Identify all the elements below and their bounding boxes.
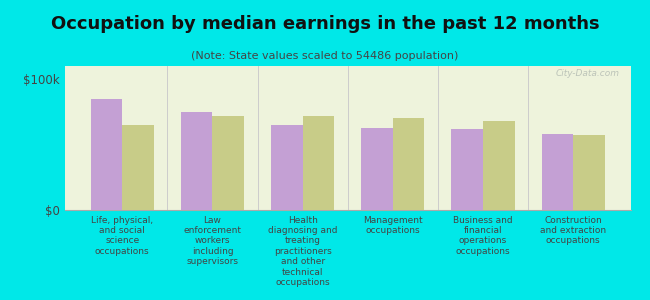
Bar bbox=[361, 128, 393, 210]
Text: (Note: State values scaled to 54486 population): (Note: State values scaled to 54486 popu… bbox=[191, 51, 459, 61]
Bar bbox=[483, 121, 515, 210]
Bar bbox=[452, 129, 483, 210]
Bar bbox=[181, 112, 213, 210]
Bar bbox=[541, 134, 573, 210]
Bar bbox=[91, 99, 122, 210]
Bar bbox=[122, 125, 154, 210]
Bar bbox=[573, 135, 604, 210]
Bar bbox=[303, 116, 334, 210]
Bar bbox=[393, 118, 424, 210]
Text: City-Data.com: City-Data.com bbox=[555, 69, 619, 78]
Text: Occupation by median earnings in the past 12 months: Occupation by median earnings in the pas… bbox=[51, 15, 599, 33]
Bar bbox=[213, 116, 244, 210]
Bar bbox=[271, 125, 303, 210]
